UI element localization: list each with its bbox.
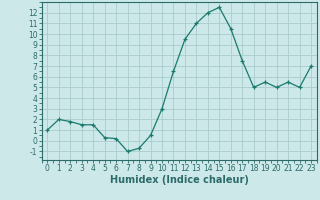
X-axis label: Humidex (Indice chaleur): Humidex (Indice chaleur) bbox=[110, 175, 249, 185]
